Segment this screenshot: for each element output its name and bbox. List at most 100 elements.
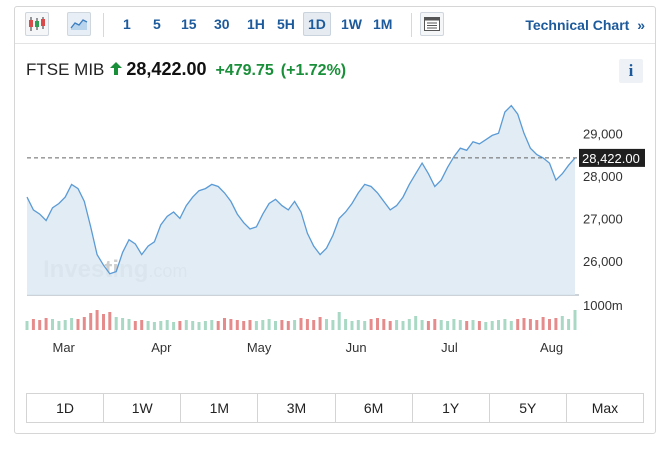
volume-bar [305,319,309,330]
info-icon[interactable]: i [619,59,643,83]
volume-bar [140,320,144,330]
double-chevron-right-icon: » [637,17,645,33]
toolbar-separator [103,13,104,37]
volume-bar [70,318,74,330]
timeframe-1m[interactable]: 1 [123,16,131,32]
last-price-tag [579,148,645,167]
range-selector: 1D 1W 1M 3M 6M 1Y 5Y Max [26,393,644,423]
instrument-name: FTSE MIB [26,60,105,79]
volume-bar [57,321,61,330]
timeframe-5m[interactable]: 5 [153,16,161,32]
y-tick-label: 27,000 [583,211,623,226]
volume-bar [452,319,456,330]
volume-bar [114,317,118,330]
x-tick-label: May [247,340,272,355]
volume-bar [337,312,341,330]
x-tick-label: Aug [540,340,563,355]
volume-bar [548,319,551,330]
range-max[interactable]: Max [591,400,619,416]
price-change-percent: (+1.72%) [280,62,347,79]
timeframe-1d[interactable]: 1D [303,12,331,36]
volume-bar [573,310,577,330]
volume-bar [395,320,399,330]
timeframe-1h[interactable]: 1H [247,16,265,32]
area-chart-icon[interactable] [67,12,91,36]
volume-bar [82,317,86,330]
technical-chart-link[interactable]: Technical Chart » [525,17,645,33]
volume-bar [63,320,67,330]
volume-bar [509,321,513,330]
volume-bar [242,321,246,330]
volume-bar [102,314,105,330]
volume-bar [446,321,450,330]
timeframe-1w[interactable]: 1W [341,16,362,32]
candlestick-icon[interactable] [25,12,49,36]
range-5y[interactable]: 5Y [490,394,567,422]
range-6m[interactable]: 6M [336,394,413,422]
range-1y[interactable]: 1Y [413,394,490,422]
volume-bar [165,320,169,330]
x-tick-label: Jun [346,340,367,355]
volume-bar [76,319,80,330]
range-1w[interactable]: 1W [104,394,182,422]
volume-bar [146,321,150,330]
volume-bar [484,322,488,330]
timeframe-30m[interactable]: 30 [214,16,230,32]
volume-bar [388,321,392,330]
x-tick-label: Apr [151,340,172,355]
timeframe-1mo[interactable]: 1M [373,16,393,32]
volume-bar [229,319,233,330]
volume-bar [159,321,163,330]
volume-bar [376,318,379,330]
volume-bar [350,321,354,330]
volume-bar [89,313,93,330]
price-chart: Investing.com28,422.0026,00027,00028,000… [25,104,645,355]
volume-bar [382,319,386,330]
timeframe-15m[interactable]: 15 [181,16,197,32]
range-1d[interactable]: 1D [27,394,105,422]
y-tick-label: 26,000 [583,254,623,269]
range-3m[interactable]: 3M [258,394,336,422]
volume-bar [439,320,443,330]
chart-widget: 1 5 15 30 1H 5H 1D 1W 1M Technical Chart… [14,6,656,434]
volume-bar [299,318,303,330]
volume-bar [95,310,99,330]
volume-bar [248,320,252,330]
volume-axis-label: 1000m [583,298,623,313]
volume-bar [51,319,54,330]
volume-bar [331,320,335,330]
volume-bar [503,319,507,330]
arrow-up-icon [110,62,123,79]
chart-settings-icon[interactable] [420,12,444,36]
volume-bar [178,321,182,330]
chart-toolbar: 1 5 15 30 1H 5H 1D 1W 1M Technical Chart… [15,7,655,44]
y-tick-label: 28,000 [583,169,623,184]
volume-bar [108,312,112,330]
volume-bar [433,319,437,330]
volume-bar [210,320,214,330]
last-price-tag-label: 28,422.00 [582,151,640,166]
volume-bar [528,319,532,330]
volume-bar [152,322,156,330]
volume-bar [363,321,367,330]
timeframe-5h[interactable]: 5H [277,16,295,32]
volume-bar [356,320,360,330]
y-tick-label: 29,000 [583,126,623,141]
volume-bar [490,321,494,330]
volume-bar [407,319,411,330]
volume-bar [325,319,328,330]
volume-bar [44,318,48,330]
x-tick-label: Mar [52,340,75,355]
volume-bar [274,321,277,330]
volume-bar [184,320,188,330]
volume-bar [567,319,571,330]
range-1m[interactable]: 1M [181,394,259,422]
volume-bar [458,320,462,330]
volume-bar [261,320,265,330]
volume-bar [554,318,558,330]
volume-bar [191,321,195,330]
volume-bar [522,318,526,330]
volume-bar [31,319,35,330]
volume-bar [254,321,258,330]
volume-bar [172,322,176,330]
